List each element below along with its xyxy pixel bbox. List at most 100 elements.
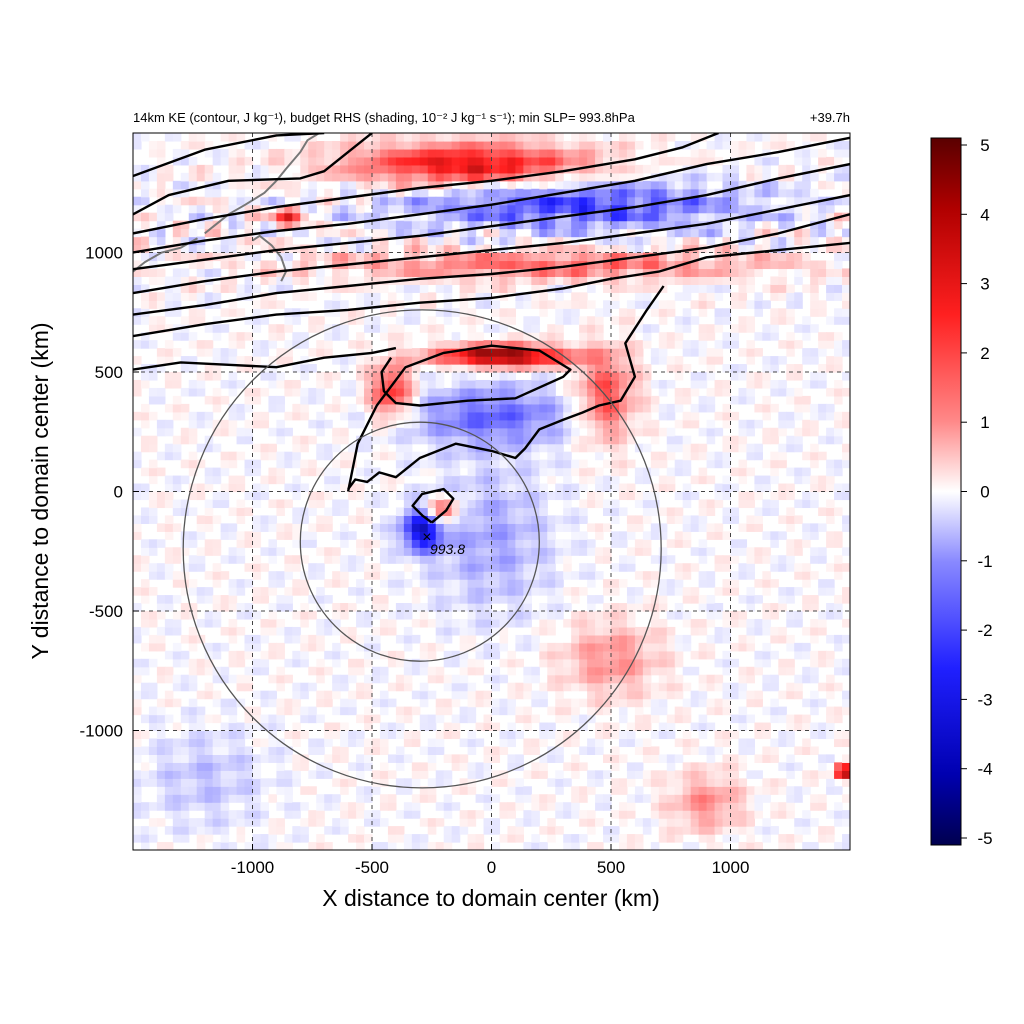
shading-cell (738, 810, 748, 819)
shading-cell (164, 419, 174, 429)
shading-cell (316, 427, 325, 437)
shading-cell (595, 674, 604, 684)
shading-cell (443, 650, 453, 660)
shading-cell (555, 802, 564, 811)
shading-cell (730, 260, 740, 270)
shading-cell (515, 419, 524, 429)
shading-cell (332, 802, 341, 811)
shading-cell (618, 348, 628, 357)
shading-cell (140, 802, 150, 811)
shading-cell (411, 738, 421, 748)
shading-cell (148, 435, 158, 445)
shading-cell (467, 658, 477, 668)
shading-cell (507, 133, 516, 142)
shading-cell (324, 443, 333, 453)
shading-cell (587, 324, 596, 333)
shading-cell (180, 244, 190, 254)
shading-cell (228, 164, 238, 174)
shading-cell (156, 324, 166, 333)
shading-cell (140, 810, 150, 819)
shading-cell (666, 427, 676, 437)
shading-cell (180, 435, 190, 445)
shading-cell (571, 770, 580, 779)
shading-cell (308, 746, 317, 755)
shading-cell (379, 140, 389, 150)
shading-cell (626, 730, 636, 740)
shading-cell (252, 499, 262, 509)
shading-cell (300, 228, 309, 238)
shading-cell (682, 587, 692, 596)
shading-cell (666, 714, 676, 724)
shading-cell (634, 340, 644, 349)
shading-cell (666, 268, 676, 277)
shading-cell (260, 563, 270, 572)
shading-cell (148, 826, 158, 835)
shading-cell (539, 467, 548, 477)
shading-cell (547, 650, 556, 660)
shading-cell (674, 674, 684, 684)
shading-cell (419, 411, 429, 421)
shading-cell (539, 459, 548, 469)
shading-cell (475, 810, 485, 819)
shading-cell (260, 316, 270, 325)
shading-cell (316, 411, 325, 421)
shading-cell (706, 419, 716, 429)
shading-cell (603, 507, 612, 516)
shading-cell (451, 722, 461, 732)
shading-cell (148, 507, 158, 516)
shading-cell (244, 818, 254, 827)
shading-cell (419, 794, 429, 803)
shading-cell (411, 507, 421, 516)
shading-cell (603, 611, 612, 620)
shading-cell (332, 308, 341, 317)
shading-cell (563, 842, 572, 850)
shading-cell (427, 531, 437, 540)
shading-cell (706, 650, 716, 660)
shading-cell (411, 212, 421, 222)
shading-cell (595, 395, 604, 405)
shading-cell (196, 770, 206, 779)
shading-cell (348, 133, 357, 142)
shading-cell (212, 188, 222, 198)
shading-cell (419, 515, 429, 524)
shading-cell (611, 348, 620, 357)
shading-cell (316, 372, 325, 381)
shading-cell (491, 666, 501, 676)
shading-cell (220, 794, 230, 803)
shading-cell (682, 618, 692, 628)
shading-cell (595, 372, 604, 381)
shading-cell (706, 682, 716, 692)
shading-cell (252, 188, 262, 198)
shading-cell (172, 571, 182, 580)
shading-cell (379, 515, 389, 524)
shading-cell (443, 539, 453, 548)
shading-cell (387, 340, 397, 349)
shading-cell (292, 172, 301, 182)
shading-cell (419, 531, 429, 540)
shading-cell (491, 364, 501, 373)
shading-cell (252, 164, 262, 174)
shading-cell (133, 587, 142, 596)
shading-cell (603, 706, 612, 716)
shading-cell (650, 308, 660, 317)
shading-cell (252, 794, 262, 803)
shading-cell (595, 531, 604, 540)
shading-cell (387, 842, 397, 850)
shading-cell (539, 340, 548, 349)
shading-cell (300, 579, 309, 588)
shading-cell (467, 387, 477, 397)
shading-cell (698, 133, 708, 142)
shading-cell (634, 587, 644, 596)
shading-cell (284, 483, 293, 493)
shading-cell (587, 650, 596, 660)
shading-cell (133, 212, 142, 222)
shading-cell (587, 156, 596, 166)
shading-cell (459, 786, 469, 795)
shading-cell (172, 379, 182, 389)
shading-cell (690, 411, 700, 421)
shading-cell (348, 459, 357, 469)
shading-cell (276, 770, 285, 779)
shading-cell (212, 818, 222, 827)
shading-cell (555, 810, 564, 819)
shading-cell (395, 603, 405, 612)
